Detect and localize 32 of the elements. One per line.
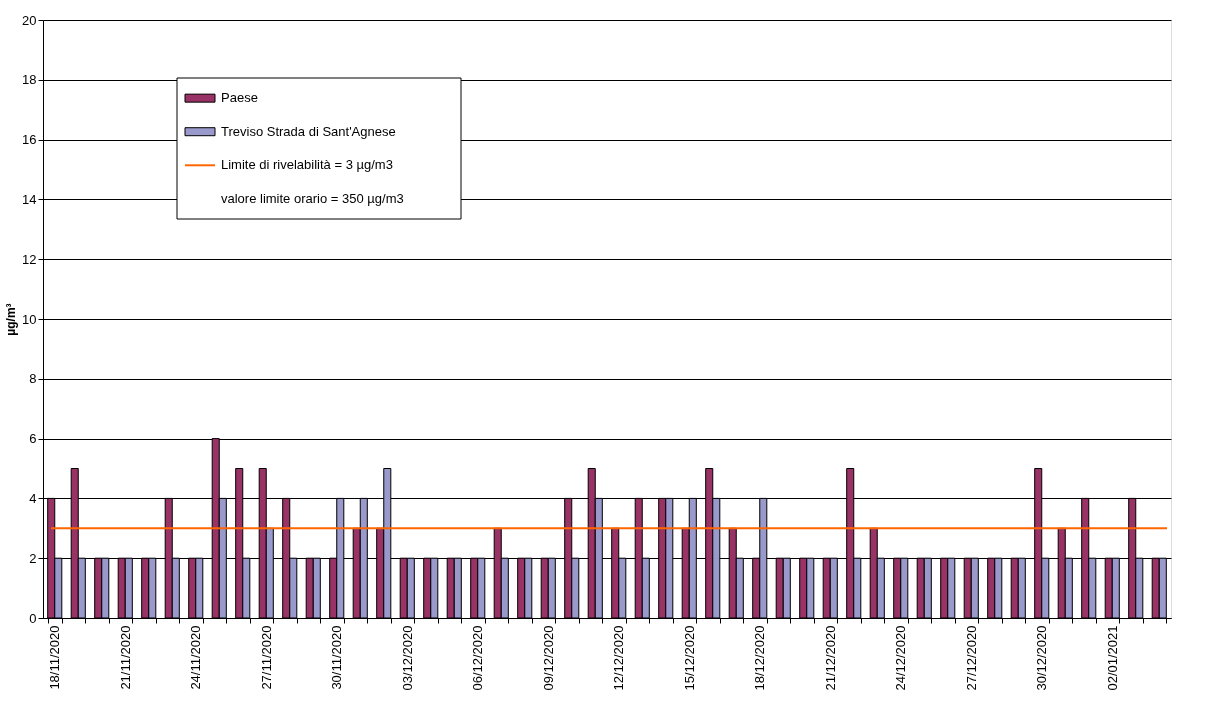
x-tick-label: 27/11/2020 bbox=[258, 625, 274, 690]
x-tick-label: 24/12/2020 bbox=[893, 625, 909, 691]
y-axis-title: µg/m³ bbox=[4, 303, 19, 336]
x-tick-label: 27/12/2020 bbox=[963, 625, 979, 691]
annotation: valore limite orario = 350 µg/m3 bbox=[221, 190, 404, 206]
y-tick-label: 0 bbox=[29, 610, 37, 626]
x-tick-label: 21/12/2020 bbox=[822, 625, 838, 691]
y-tick-label: 8 bbox=[29, 371, 37, 387]
x-tick-label: 18/11/2020 bbox=[47, 625, 63, 690]
legend-label: Treviso Strada di Sant'Agnese bbox=[221, 123, 396, 139]
x-tick-label: 03/12/2020 bbox=[399, 625, 415, 691]
x-tick-label: 30/12/2020 bbox=[1034, 625, 1050, 691]
y-tick-label: 18 bbox=[22, 72, 37, 88]
y-tick-label: 10 bbox=[22, 311, 37, 327]
y-tick-label: 2 bbox=[29, 550, 37, 566]
legend-label: Limite di rivelabilità = 3 µg/m3 bbox=[221, 157, 393, 173]
y-tick-label: 14 bbox=[22, 191, 37, 207]
x-tick-label: 24/11/2020 bbox=[188, 625, 204, 690]
x-tick-label: 30/11/2020 bbox=[329, 625, 345, 690]
x-tick-label: 12/12/2020 bbox=[611, 625, 627, 691]
x-tick-label: 09/12/2020 bbox=[540, 625, 556, 691]
x-tick-label: 18/12/2020 bbox=[752, 625, 768, 691]
y-tick-label: 12 bbox=[22, 251, 37, 267]
x-tick-label: 06/12/2020 bbox=[470, 625, 486, 691]
y-tick-label: 16 bbox=[22, 132, 37, 148]
x-tick-label: 02/01/2021 bbox=[1104, 625, 1120, 691]
x-tick-label: 21/11/2020 bbox=[117, 625, 133, 690]
y-tick-label: 4 bbox=[29, 490, 37, 506]
x-tick-label: 15/12/2020 bbox=[681, 625, 697, 691]
legend-label: Paese bbox=[221, 90, 258, 106]
y-tick-label: 6 bbox=[29, 431, 37, 447]
y-tick-label: 20 bbox=[22, 12, 37, 28]
